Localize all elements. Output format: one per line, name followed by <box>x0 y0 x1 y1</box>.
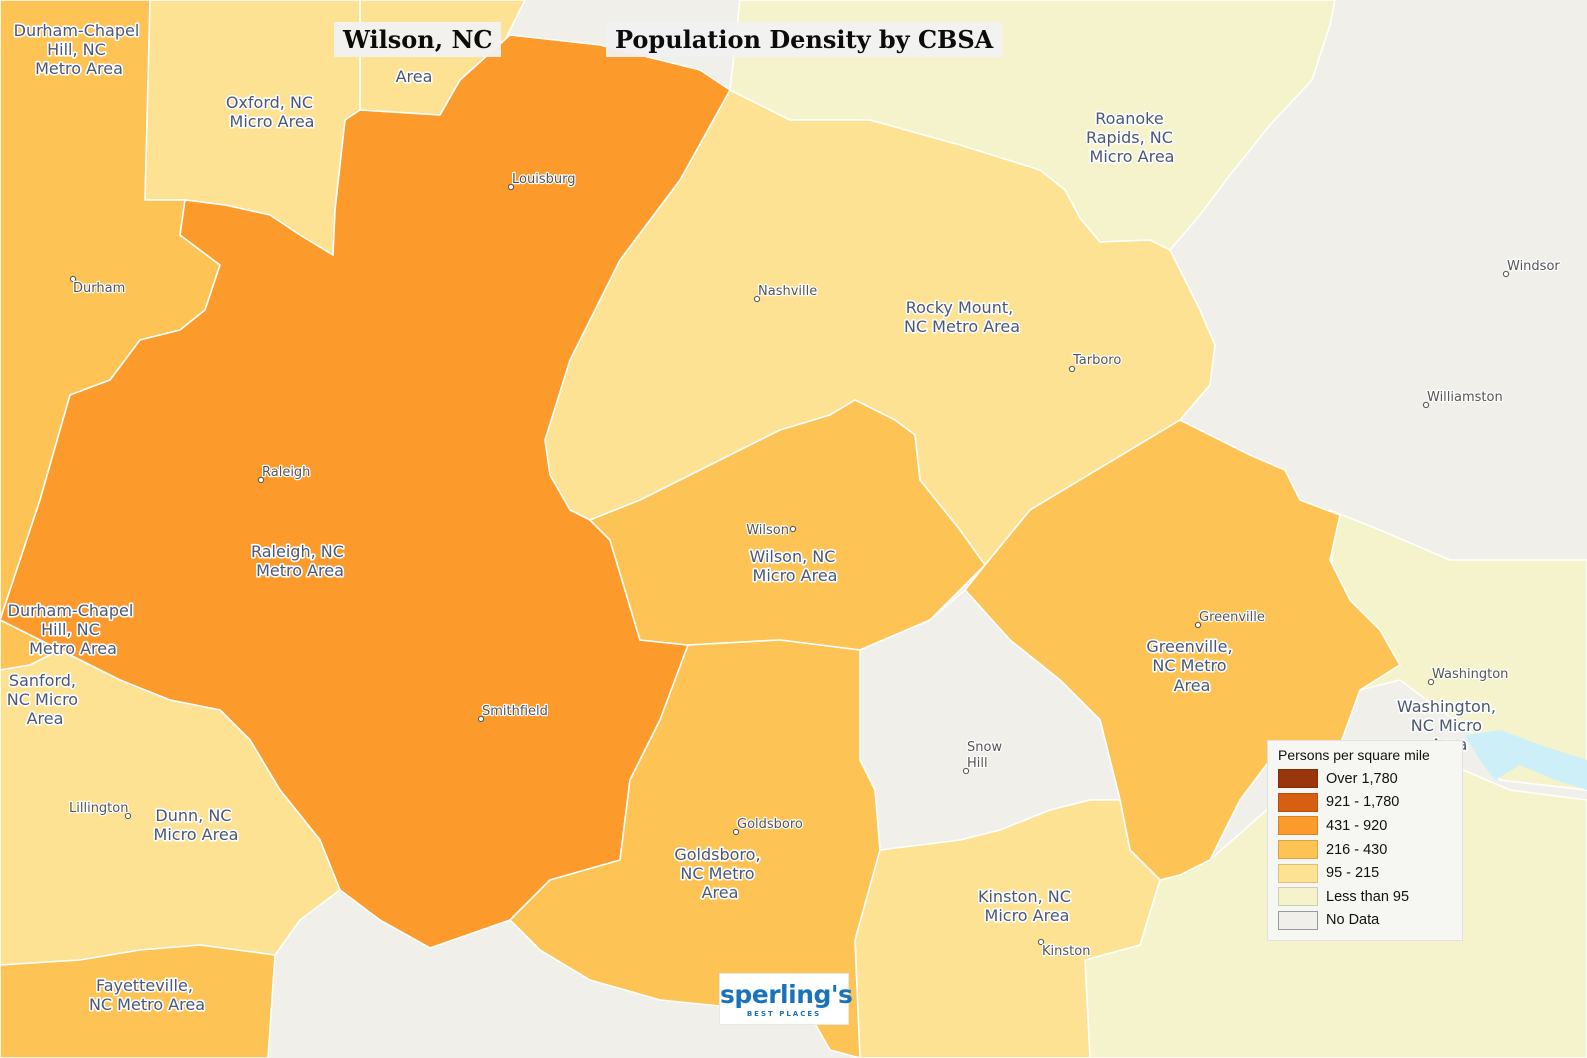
area-label-rocky-mount: Rocky Mount, NC Metro Area <box>904 298 1020 336</box>
city-dot <box>1502 270 1510 278</box>
area-label-oxford: Oxford, NC Micro Area <box>226 93 318 131</box>
place-title: Wilson, NC <box>334 22 502 57</box>
area-label-henderson: Area <box>396 67 433 86</box>
city-dot <box>477 715 485 723</box>
legend-item: Over 1,780 <box>1278 767 1452 791</box>
city-dot <box>753 295 761 303</box>
city-label: Greenville <box>1199 610 1265 625</box>
legend-swatch <box>1278 910 1318 930</box>
city-label: Windsor <box>1507 259 1560 274</box>
city-label: Snow Hill <box>967 740 1006 771</box>
city-lillington: Lillington <box>68 800 132 820</box>
legend-swatch <box>1278 887 1318 907</box>
city-dot <box>789 525 797 533</box>
area-label-raleigh: Raleigh, NC Metro Area <box>251 542 349 580</box>
region-wilson <box>589 399 986 651</box>
city-dot <box>732 828 740 836</box>
legend-swatch <box>1278 863 1318 883</box>
city-raleigh: Raleigh <box>257 464 312 484</box>
area-label-sanford: Sanford, NC Micro Area <box>7 671 83 728</box>
pamlico-river-water <box>1465 730 1587 790</box>
city-label: Lillington <box>69 801 128 816</box>
map-title: Population Density by CBSA <box>606 22 1003 57</box>
city-louisburg: Louisburg <box>507 171 577 191</box>
legend-label: Less than 95 <box>1326 888 1410 905</box>
logo-subtitle: BEST PLACES <box>746 1010 822 1018</box>
city-label: Washington <box>1432 667 1508 682</box>
legend-label: 216 - 430 <box>1326 841 1388 858</box>
city-smithfield: Smithfield <box>477 703 549 723</box>
area-label-fayetteville: Fayetteville, NC Metro Area <box>89 976 205 1014</box>
legend-swatch <box>1278 816 1318 836</box>
area-label-goldsboro: Goldsboro, NC Metro Area <box>674 845 765 902</box>
legend-item: 921 - 1,780 <box>1278 791 1452 815</box>
city-dot <box>1037 938 1045 946</box>
city-label: Tarboro <box>1072 353 1121 368</box>
legend-label: 921 - 1,780 <box>1326 794 1400 811</box>
area-label-greenville: Greenville, NC Metro Area <box>1146 637 1237 695</box>
city-nashville: Nashville <box>753 283 818 303</box>
city-dot <box>1427 678 1435 686</box>
city-dot <box>1068 365 1076 373</box>
city-dot <box>962 767 970 775</box>
legend-title: Persons per square mile <box>1278 747 1430 763</box>
city-dot <box>124 812 132 820</box>
legend-label: 95 - 215 <box>1326 865 1380 882</box>
legend-label: Over 1,780 <box>1326 770 1398 787</box>
city-label: Goldsboro <box>737 817 803 832</box>
city-durham: Durham <box>69 275 126 297</box>
area-label-roanoke: Roanoke Rapids, NC Micro Area <box>1086 109 1178 166</box>
city-williamston: Williamston <box>1422 389 1504 409</box>
city-label: Wilson <box>746 523 789 538</box>
area-label-durham-top: Durham-Chapel Hill, NC Metro Area <box>14 21 145 78</box>
area-label-kinston: Kinston, NC Micro Area <box>978 887 1076 925</box>
legend-item: 95 - 215 <box>1278 861 1452 885</box>
city-goldsboro: Goldsboro <box>732 816 804 836</box>
region-kinston <box>854 799 1161 1058</box>
city-label: Louisburg <box>512 172 575 187</box>
legend-item: 216 - 430 <box>1278 838 1452 862</box>
area-label-dunn: Dunn, NC Micro Area <box>154 806 239 844</box>
area-label-durham-left: Durham-Chapel Hill, NC Metro Area <box>8 601 139 658</box>
legend-swatch <box>1278 792 1318 812</box>
city-dot <box>507 183 515 191</box>
city-greenville: Greenville <box>1194 609 1266 629</box>
city-label: Kinston <box>1042 944 1090 959</box>
legend-item: No Data <box>1278 909 1452 933</box>
region-fayetteville <box>0 944 276 1058</box>
legend-item: 431 - 920 <box>1278 814 1452 838</box>
logo-wordmark: sperling's <box>720 980 853 1009</box>
city-dot <box>69 275 77 283</box>
city-label: Raleigh <box>262 465 310 480</box>
city-dot <box>1422 401 1430 409</box>
legend-label: 431 - 920 <box>1326 817 1388 834</box>
legend: Persons per square mile Over 1,780 921 -… <box>1267 740 1463 942</box>
sperlings-logo[interactable]: sperling's BEST PLACES <box>719 973 853 1025</box>
legend-label: No Data <box>1326 912 1380 929</box>
legend-swatch <box>1278 840 1318 860</box>
city-tarboro: Tarboro <box>1068 352 1123 373</box>
city-kinston: Kinston <box>1037 938 1092 960</box>
city-washington: Washington <box>1427 666 1510 686</box>
city-windsor: Windsor <box>1502 258 1562 278</box>
legend-swatch <box>1278 769 1318 789</box>
city-label: Durham <box>73 281 125 296</box>
city-label: Williamston <box>1427 390 1503 405</box>
area-label-wilson: Wilson, NC Micro Area <box>749 547 840 585</box>
legend-item: Less than 95 <box>1278 885 1452 909</box>
city-snow-hill: Snow Hill <box>962 739 1006 775</box>
city-dot <box>1194 621 1202 629</box>
city-label: Nashville <box>758 284 817 299</box>
city-dot <box>257 476 265 484</box>
city-label: Smithfield <box>482 704 548 719</box>
city-wilson: Wilson <box>745 522 797 539</box>
